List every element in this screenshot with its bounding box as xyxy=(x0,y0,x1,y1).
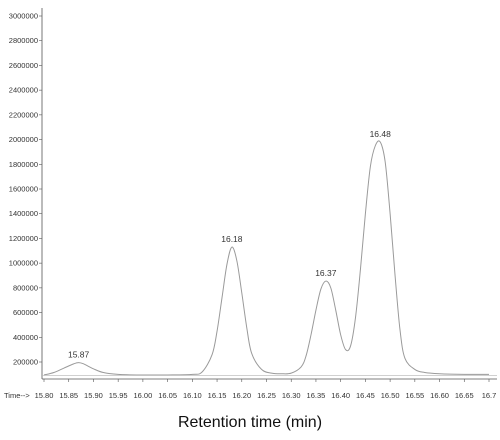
peak-label: 15.87 xyxy=(68,350,90,360)
x-tick-label: 15.80 xyxy=(35,391,54,400)
peak-label: 16.37 xyxy=(315,268,337,278)
x-axis-title: Retention time (min) xyxy=(177,414,323,431)
x-tick-label: 15.85 xyxy=(59,391,78,400)
x-tick-label: 16.30 xyxy=(282,391,301,400)
y-tick-label: 3000000 xyxy=(9,12,38,21)
y-tick-label: 1600000 xyxy=(9,185,38,194)
x-tick-label: 15.95 xyxy=(109,391,128,400)
x-tick-label: 16.40 xyxy=(331,391,350,400)
x-tick-label: 16.50 xyxy=(381,391,400,400)
y-tick-label: 1400000 xyxy=(9,209,38,218)
y-tick-label: 600000 xyxy=(13,308,38,317)
y-tick-label: 800000 xyxy=(13,283,38,292)
y-tick-label: 200000 xyxy=(13,358,38,367)
peak-label: 16.48 xyxy=(370,129,392,139)
y-tick-label: 2600000 xyxy=(9,61,38,70)
y-tick-label: 2400000 xyxy=(9,86,38,95)
x-tick-label: 16.60 xyxy=(430,391,449,400)
x-tick-label: 16.15 xyxy=(208,391,227,400)
x-tick-label: 16.55 xyxy=(405,391,424,400)
y-tick-label: 2200000 xyxy=(9,110,38,119)
x-tick-label: 15.90 xyxy=(84,391,103,400)
y-tick-label: 1000000 xyxy=(9,259,38,268)
x-tick-label: 16.05 xyxy=(158,391,177,400)
x-tick-label: 16.35 xyxy=(307,391,326,400)
peak-label: 16.18 xyxy=(221,234,243,244)
x-axis-prefix: Time--> xyxy=(4,391,30,400)
y-tick-label: 1800000 xyxy=(9,160,38,169)
x-tick-label: 16.25 xyxy=(257,391,276,400)
x-axis-ticks: 15.80 15.85 15.90 15.95 16.00 16.05 16.10 16.15… xyxy=(35,379,497,400)
y-tick-label: 2000000 xyxy=(9,135,38,144)
x-tick-label: 16.45 xyxy=(356,391,375,400)
y-tick-label: 400000 xyxy=(13,333,38,342)
y-tick-label: 1200000 xyxy=(9,234,38,243)
x-tick-label: 16.65 xyxy=(455,391,474,400)
x-tick-label: 16.00 xyxy=(133,391,152,400)
x-tick-label: 16.10 xyxy=(183,391,202,400)
peak-labels: 15.87 16.18 16.37 16.48 xyxy=(68,129,391,360)
x-tick-label: 16.20 xyxy=(232,391,251,400)
chromatogram-trace xyxy=(43,140,490,376)
y-tick-label: 2800000 xyxy=(9,36,38,45)
y-axis-ticks: 200000 400000 600000 800000 1000000 1200000 14… xyxy=(9,12,42,367)
x-tick-label: 16.7 xyxy=(482,391,497,400)
